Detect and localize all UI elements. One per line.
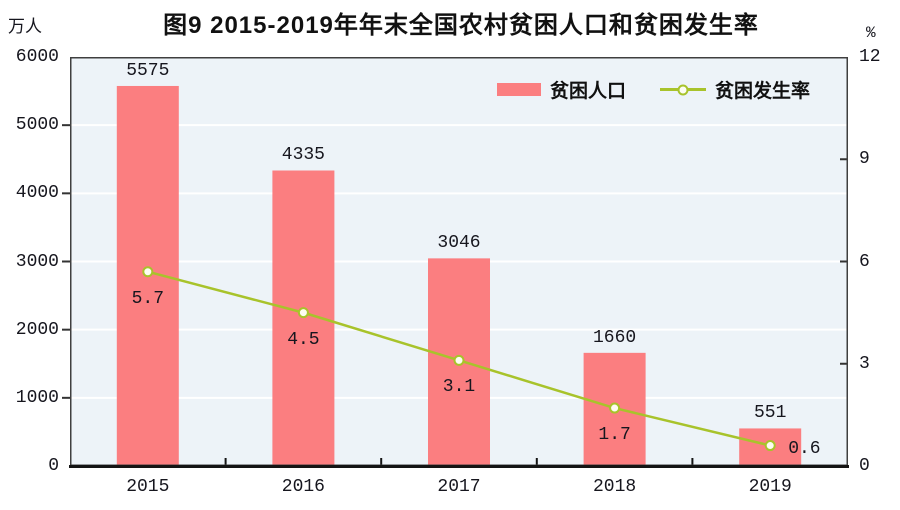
left-axis-tick-label: 6000 — [15, 47, 59, 67]
rate-value-label: 3.1 — [442, 377, 476, 398]
right-axis-tick-label: 0 — [859, 456, 870, 476]
x-axis-label: 2019 — [748, 477, 792, 497]
x-axis-label: 2016 — [281, 477, 325, 497]
bar-value-label: 551 — [753, 403, 787, 424]
chart-title: 图9 2015-2019年年末全国农村贫困人口和贫困发生率 — [163, 12, 759, 39]
rate-marker-2018 — [609, 402, 621, 414]
right-axis-tick-label: 9 — [859, 149, 870, 170]
rate-value-label: 1.7 — [598, 425, 631, 446]
line-marker-icon — [677, 84, 689, 95]
rate-marker-2016 — [297, 307, 309, 319]
rate-marker-2017 — [453, 354, 465, 366]
left-axis-tick-label: 0 — [48, 456, 59, 476]
left-axis-tick-label: 5000 — [15, 115, 59, 136]
right-axis-tick-label: 3 — [859, 353, 870, 374]
right-axis-tick-label: 6 — [859, 251, 870, 272]
legend: 贫困人口 贫困发生率 — [497, 76, 810, 103]
rate-marker-2015 — [142, 266, 154, 278]
rate-value-label: 0.6 — [788, 438, 821, 459]
left-axis-unit-label: 万人 — [8, 19, 42, 38]
rate-value-label: 4.5 — [287, 329, 320, 350]
left-axis-tick-label: 1000 — [15, 387, 59, 408]
legend-item-poverty-rate: 贫困发生率 — [660, 76, 810, 103]
x-axis-label: 2018 — [592, 477, 637, 497]
bar-swatch-icon — [497, 83, 541, 96]
legend-label-poverty-rate: 贫困发生率 — [715, 81, 811, 102]
line-swatch-icon — [660, 84, 707, 95]
legend-label-poverty-population: 贫困人口 — [550, 81, 627, 102]
left-axis-tick-label: 4000 — [15, 183, 59, 204]
right-axis-unit-label: % — [866, 24, 876, 42]
left-axis-tick-label: 3000 — [15, 251, 59, 272]
rate-marker-2019 — [764, 440, 776, 452]
right-axis-tick-label: 12 — [859, 47, 881, 67]
bar-value-label: 1660 — [592, 327, 637, 348]
legend-item-poverty-population: 贫困人口 — [497, 76, 626, 103]
x-axis-label: 2017 — [437, 477, 481, 497]
bar-value-label: 4335 — [281, 145, 325, 166]
left-axis-tick-label: 2000 — [15, 319, 59, 340]
bar-value-label: 5575 — [126, 60, 170, 81]
bar-value-label: 3046 — [437, 233, 481, 254]
rate-value-label: 5.7 — [131, 288, 164, 309]
x-axis-label: 2015 — [126, 477, 170, 497]
